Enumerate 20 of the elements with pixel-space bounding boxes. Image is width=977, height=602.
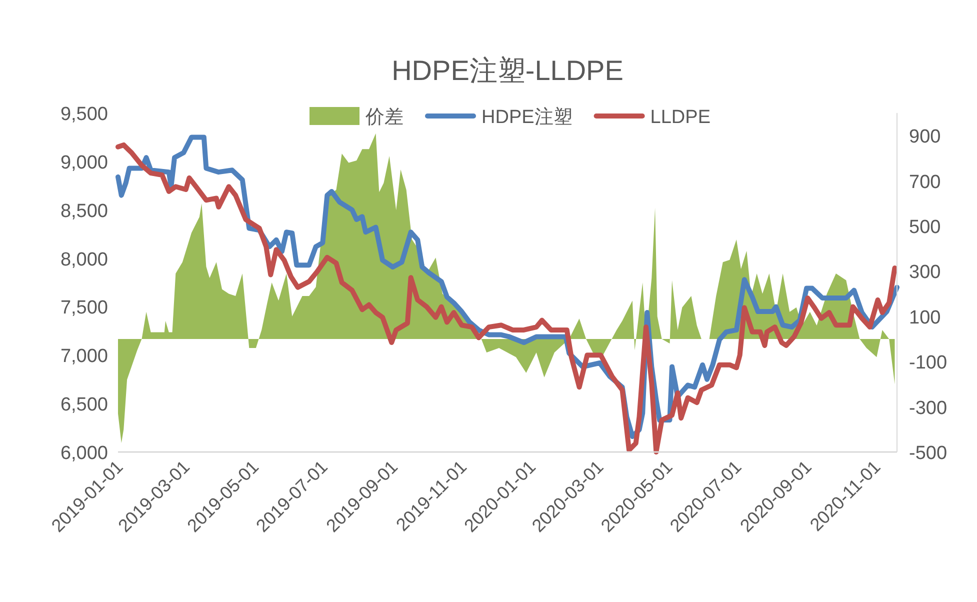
y2-tick-label: 300 [909,262,941,284]
y2-tick-label: -300 [909,398,948,419]
y-tick-label: 6,500 [60,394,108,416]
legend-label: 价差 [364,107,404,128]
y-tick-label: 9,500 [60,104,108,125]
y2-tick-label: -500 [909,443,948,464]
y-tick-label: 9,000 [60,152,108,174]
y2-tick-label: -100 [909,352,948,374]
legend-label: LLDPE [650,107,710,128]
y-tick-label: 8,000 [60,249,108,270]
y2-tick-label: 100 [909,307,941,328]
y-tick-label: 7,000 [60,346,108,368]
y-tick-label: 8,500 [60,200,108,222]
y2-tick-label: 900 [909,126,941,148]
y2-tick-label: 700 [909,172,941,193]
y-tick-label: 7,500 [60,298,108,319]
y2-tick-label: 500 [909,217,941,238]
legend-label: HDPE注塑 [482,106,572,128]
chart-title: HDPE注塑-LLDPE [392,55,624,86]
y-tick-label: 6,000 [60,443,108,464]
